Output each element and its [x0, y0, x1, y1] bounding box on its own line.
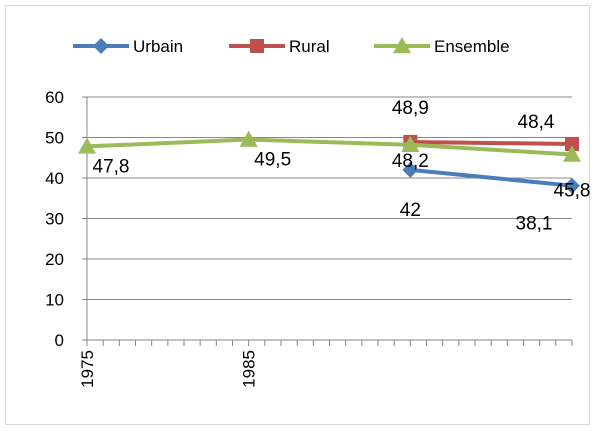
point-urbain: [564, 177, 580, 194]
point-ensemble: [239, 130, 258, 147]
x-tick-label: 1975: [78, 350, 97, 388]
legend-marker-urbain: [93, 38, 109, 54]
data-label-ensemble: 48,2: [392, 151, 429, 172]
legend-label-ensemble: Ensemble: [434, 37, 510, 56]
series-line-ensemble: [86, 137, 573, 157]
point-rural: [565, 136, 579, 151]
data-label-ensemble: 49,5: [254, 150, 291, 171]
x-tick-label: 1985: [240, 350, 259, 388]
legend-marker-ensemble: [393, 37, 411, 54]
legend-label-urbain: Urbain: [133, 37, 183, 56]
data-label-urbain: 38,1: [516, 214, 553, 235]
point-ensemble: [401, 135, 420, 152]
y-tick-label: 40: [45, 169, 64, 188]
y-tick-label: 0: [55, 331, 64, 350]
chart-area: [5, 5, 590, 425]
legend-item-urbain: Urbain: [73, 37, 183, 56]
y-tick-label: 20: [45, 250, 64, 269]
data-label-ensemble: 45,8: [554, 181, 591, 202]
point-urbain: [402, 161, 419, 178]
y-tick-label: 50: [45, 129, 64, 148]
legend-item-rural: Rural: [229, 37, 330, 56]
legend-marker-rural: [250, 39, 264, 53]
series-line-urbain: [410, 167, 573, 188]
data-label-urbain: 42: [400, 200, 421, 221]
legend-label-rural: Rural: [289, 37, 330, 56]
y-tick-label: 60: [45, 88, 64, 107]
data-label-rural: 48,9: [392, 98, 429, 119]
y-tick-label: 30: [45, 210, 64, 229]
point-ensemble: [78, 137, 96, 154]
data-label-ensemble: 47,8: [93, 156, 130, 177]
data-label-rural: 48,4: [518, 112, 555, 133]
point-ensemble: [563, 145, 581, 162]
y-tick-label: 10: [45, 291, 64, 310]
series-line-rural: [410, 139, 573, 146]
